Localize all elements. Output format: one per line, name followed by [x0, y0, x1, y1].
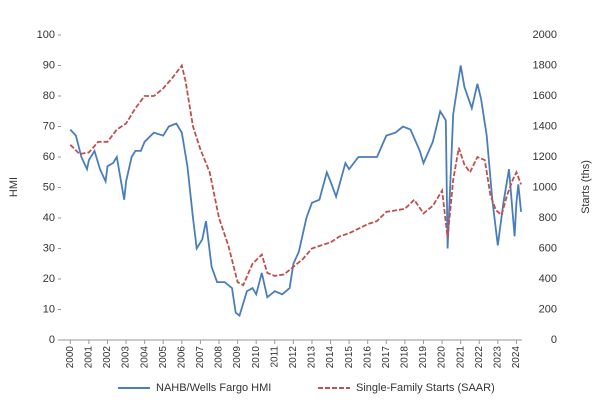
- x-tick-label: 2015: [344, 346, 355, 369]
- x-tick-label: 2003: [121, 346, 132, 369]
- x-tick-label: 2010: [251, 346, 262, 369]
- x-tick-label: 2009: [232, 346, 243, 369]
- y2-tick-label: 400: [539, 273, 557, 285]
- y-tick-label: 20: [43, 273, 55, 285]
- x-tick-label: 2000: [65, 346, 76, 369]
- x-tick-label: 2020: [437, 346, 448, 369]
- y2-axis-title: Starts (ths): [580, 160, 592, 214]
- y2-tick-label: 1000: [533, 181, 557, 193]
- x-tick-label: 2013: [307, 346, 318, 369]
- x-tick-label: 2002: [102, 346, 113, 369]
- series-line: [69, 63, 522, 287]
- x-tick-label: 2008: [214, 346, 225, 369]
- y-tick-label: 90: [43, 59, 55, 71]
- y2-tick-label: 200: [539, 303, 557, 315]
- x-tick-label: 2019: [418, 346, 429, 369]
- y-tick-label: 60: [43, 151, 55, 163]
- x-tick-label: 2004: [139, 346, 150, 369]
- x-tick-label: 2005: [158, 346, 169, 369]
- x-tick-label: 2001: [84, 346, 95, 369]
- x-tick-label: 2012: [288, 346, 299, 369]
- y2-tick-label: 0: [551, 334, 557, 346]
- legend-label: Single-Family Starts (SAAR): [356, 382, 495, 394]
- y-tick-label: 100: [37, 29, 55, 41]
- x-tick-label: 2006: [176, 346, 187, 369]
- x-tick-label: 2007: [195, 346, 206, 369]
- y-axis-title: HMI: [8, 177, 20, 197]
- y-tick-label: 30: [43, 242, 55, 254]
- y-tick-label: 70: [43, 120, 55, 132]
- y2-tick-label: 600: [539, 242, 557, 254]
- x-tick-label: 2024: [511, 346, 522, 369]
- y-tick-label: 80: [43, 90, 55, 102]
- y2-tick-label: 800: [539, 212, 557, 224]
- y2-tick-label: 2000: [533, 29, 557, 41]
- y2-tick-label: 1400: [533, 120, 557, 132]
- y-tick-label: 0: [49, 334, 55, 346]
- x-tick-label: 2017: [381, 346, 392, 369]
- y-tick-label: 40: [43, 212, 55, 224]
- y2-tick-label: 1800: [533, 59, 557, 71]
- x-tick-label: 2011: [269, 346, 280, 368]
- x-tick-label: 2018: [400, 346, 411, 369]
- x-tick-label: 2014: [325, 346, 336, 369]
- x-tick-label: 2016: [362, 346, 373, 369]
- y2-tick-label: 1600: [533, 90, 557, 102]
- legend-label: NAHB/Wells Fargo HMI: [156, 382, 271, 394]
- y2-tick-label: 1200: [533, 151, 557, 163]
- x-tick-label: 2023: [492, 346, 503, 369]
- x-tick-label: 2022: [474, 346, 485, 369]
- y-tick-label: 10: [43, 303, 55, 315]
- x-tick-label: 2021: [455, 346, 466, 369]
- y-tick-label: 50: [43, 181, 55, 193]
- series-line: [69, 65, 522, 318]
